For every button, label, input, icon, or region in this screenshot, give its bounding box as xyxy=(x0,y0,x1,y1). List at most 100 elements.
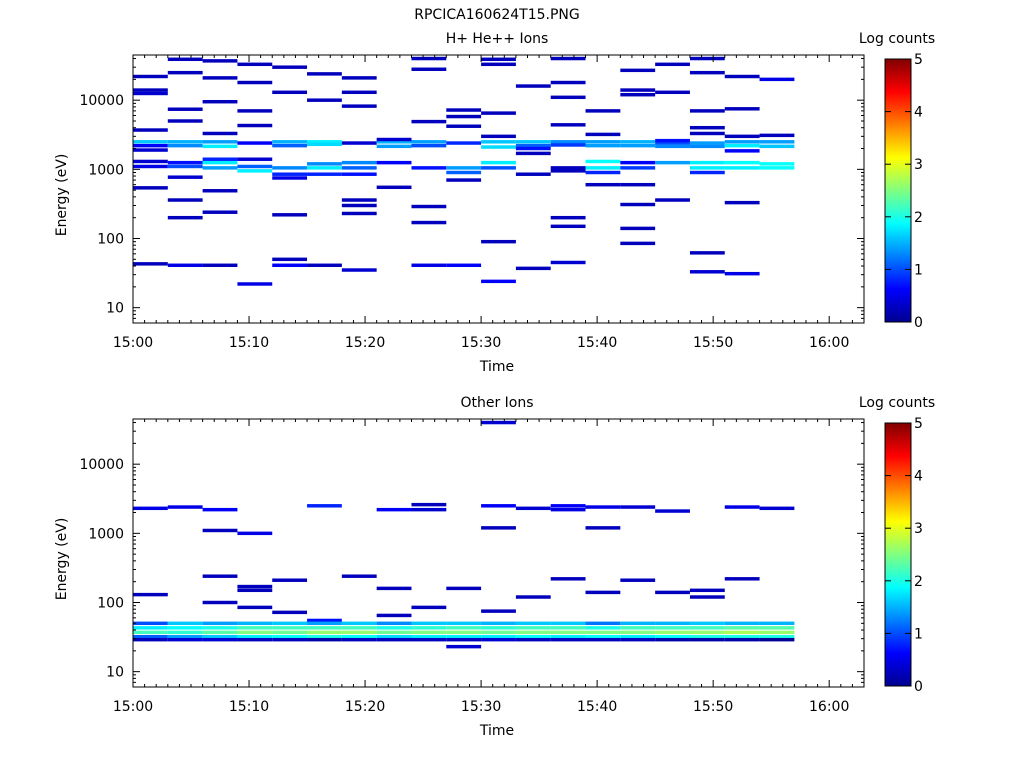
heatmap-cell xyxy=(272,621,308,626)
colorbar xyxy=(884,422,912,687)
heatmap-cell xyxy=(202,144,238,149)
heatmap-cell xyxy=(585,170,621,175)
heatmap-cell xyxy=(307,98,342,102)
heatmap-cell xyxy=(202,140,238,144)
heatmap-cell xyxy=(376,621,412,626)
heatmap-cell xyxy=(167,198,203,202)
heatmap-cell xyxy=(515,630,551,635)
heatmap-cell xyxy=(620,202,656,207)
heatmap-cell xyxy=(133,630,168,635)
heatmap-cell xyxy=(446,170,482,175)
heatmap-cell xyxy=(620,505,656,509)
heatmap-cell xyxy=(585,132,621,137)
heatmap-cell xyxy=(620,182,656,187)
heatmap-cell xyxy=(620,621,656,626)
heatmap-cells xyxy=(133,420,795,649)
heatmap-cell xyxy=(307,166,342,170)
heatmap-cell xyxy=(237,62,273,67)
heatmap-cell xyxy=(307,162,342,166)
heatmap-cell xyxy=(202,263,238,268)
heatmap-cell xyxy=(620,88,656,92)
panel-h-he-ions: H+ He++ Ions Time Energy (eV) 15:00 15:10… xyxy=(54,31,935,375)
heatmap-cell xyxy=(411,56,447,61)
heatmap-cell xyxy=(689,588,725,593)
heatmap-cell xyxy=(515,146,551,151)
x-tick-label: 15:10 xyxy=(229,699,269,715)
heatmap-cell xyxy=(133,74,168,79)
heatmap-cell xyxy=(133,186,168,190)
heatmap-cell xyxy=(167,215,203,220)
heatmap-cell xyxy=(307,140,342,144)
heatmap-cell xyxy=(620,140,656,144)
heatmap-cell xyxy=(272,634,308,639)
heatmap-cell xyxy=(689,630,725,635)
colorbar-tick-label: 5 xyxy=(914,52,923,68)
x-tick-label: 15:50 xyxy=(693,335,733,351)
heatmap-cell xyxy=(724,160,760,165)
heatmap-cell xyxy=(376,140,412,144)
x-tick-label: 15:00 xyxy=(113,699,153,715)
heatmap-cell xyxy=(585,140,621,144)
heatmap-cell xyxy=(550,637,586,642)
colorbar-tick-label: 3 xyxy=(914,157,923,173)
colorbar-tick-label: 4 xyxy=(914,469,923,485)
heatmap-cell xyxy=(167,140,203,144)
heatmap-cell xyxy=(550,140,586,144)
heatmap-cell xyxy=(481,166,516,170)
heatmap-cell xyxy=(167,57,203,62)
heatmap-cell xyxy=(133,140,168,144)
heatmap-cell xyxy=(133,626,168,630)
heatmap-cell xyxy=(689,634,725,639)
heatmap-cell xyxy=(655,160,690,165)
heatmap-cell xyxy=(202,157,238,161)
heatmap-cell xyxy=(341,268,377,272)
heatmap-cell xyxy=(585,526,621,530)
heatmap-cell xyxy=(167,119,203,123)
heatmap-cell xyxy=(272,172,308,176)
heatmap-cell xyxy=(237,584,273,589)
heatmap-cell xyxy=(341,160,377,165)
heatmap-cell xyxy=(481,630,516,635)
colorbar-tick-label: 1 xyxy=(914,262,923,278)
heatmap-cell xyxy=(585,590,621,595)
y-tick-label: 100 xyxy=(97,231,124,247)
heatmap-cell xyxy=(655,630,690,635)
heatmap-cell xyxy=(724,630,760,635)
heatmap-cell xyxy=(550,626,586,630)
heatmap-cell xyxy=(689,270,725,274)
y-tick-label: 100 xyxy=(97,595,124,611)
heatmap-cell xyxy=(272,213,308,217)
heatmap-cell xyxy=(202,99,238,104)
heatmap-cell xyxy=(376,185,412,190)
colorbar-tick-label: 2 xyxy=(914,210,923,226)
colorbar-tick-label: 2 xyxy=(914,574,923,590)
heatmap-cell xyxy=(515,266,551,271)
heatmap-cell xyxy=(585,182,621,187)
heatmap-cell xyxy=(237,588,273,593)
heatmap-cell xyxy=(724,149,760,153)
colorbar-tick-label: 0 xyxy=(914,679,923,695)
heatmap-cell xyxy=(411,143,447,148)
heatmap-cell xyxy=(202,574,238,578)
heatmap-cell xyxy=(341,630,377,635)
colorbar-tick-label: 3 xyxy=(914,521,923,537)
heatmap-cell xyxy=(550,56,586,61)
heatmap-cell xyxy=(202,621,238,626)
heatmap-cell xyxy=(202,637,238,642)
x-tick-label: 15:40 xyxy=(577,699,617,715)
heatmap-cell xyxy=(585,166,621,170)
heatmap-cell xyxy=(689,131,725,136)
x-tick-label: 15:20 xyxy=(345,335,385,351)
heatmap-cell xyxy=(515,595,551,599)
heatmap-cell xyxy=(167,505,203,509)
heatmap-cell xyxy=(237,157,273,161)
heatmap-cell xyxy=(133,634,168,639)
heatmap-cell xyxy=(759,506,795,511)
heatmap-cell xyxy=(133,159,168,164)
heatmap-cell xyxy=(620,143,656,148)
heatmap-cell xyxy=(759,626,795,630)
heatmap-cell xyxy=(689,125,725,130)
heatmap-cell xyxy=(550,123,586,127)
heatmap-cell xyxy=(724,505,760,509)
heatmap-cell xyxy=(515,84,551,88)
